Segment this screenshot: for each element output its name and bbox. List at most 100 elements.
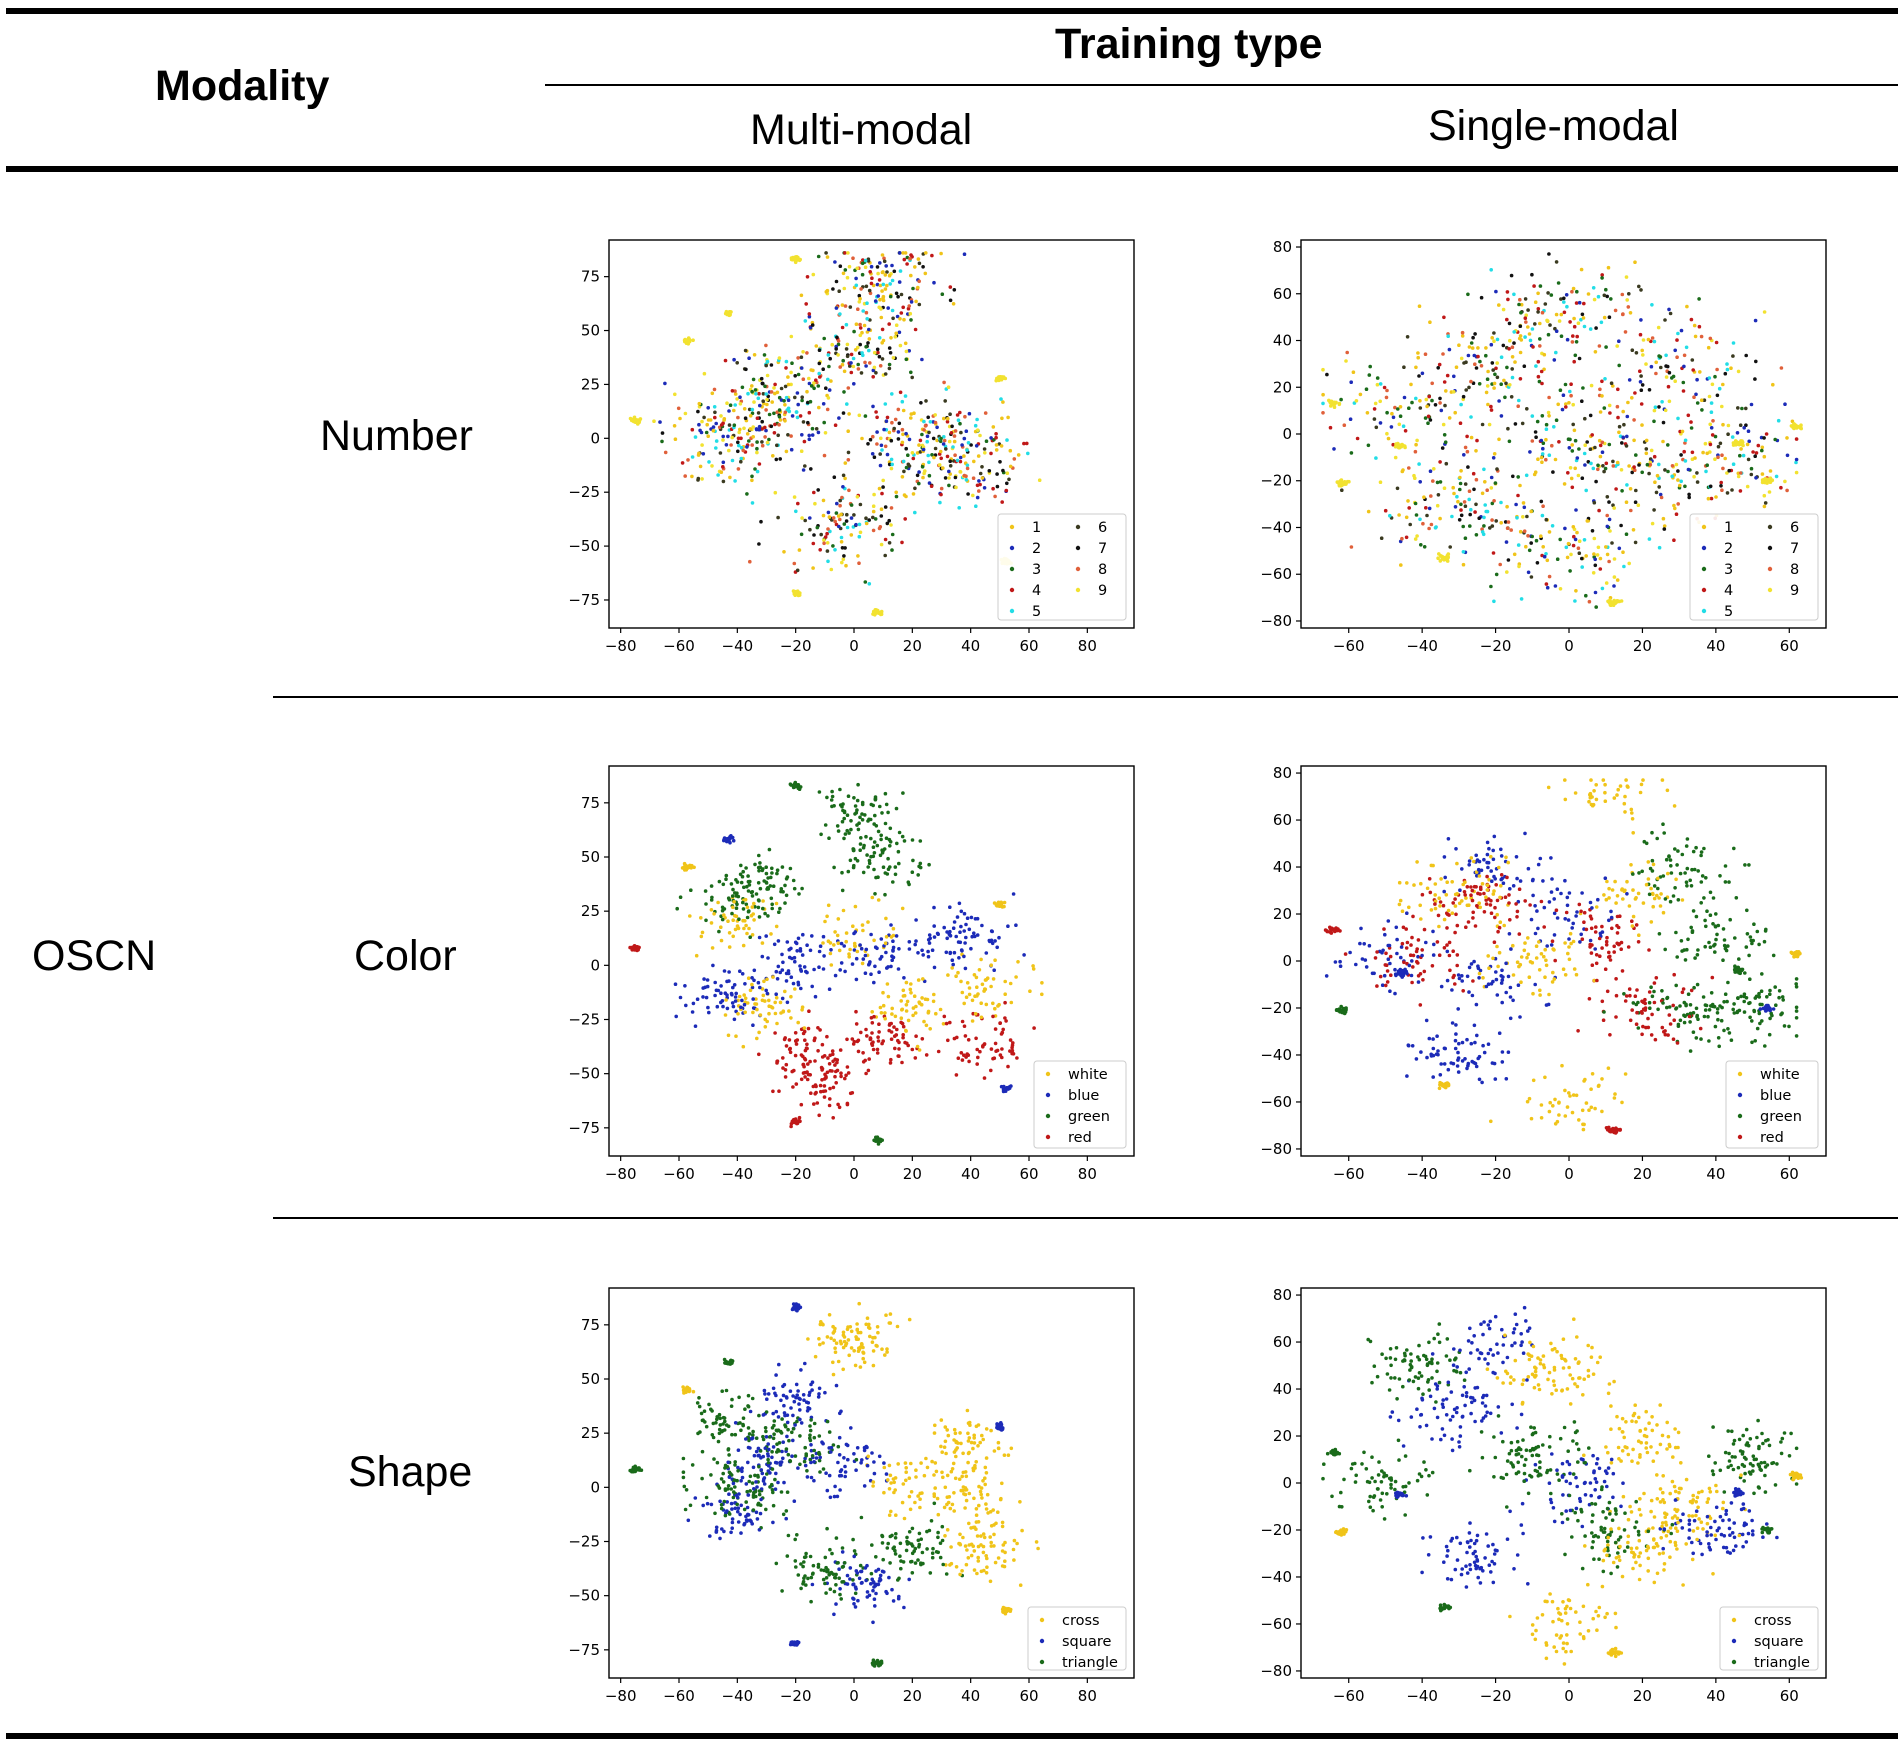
scatter-point: [1738, 489, 1743, 493]
scatter-point: [828, 1069, 833, 1073]
scatter-point: [1573, 791, 1578, 795]
scatter-point: [1439, 877, 1443, 881]
scatter-point: [928, 1027, 932, 1031]
scatter-point: [704, 430, 709, 435]
scatter-point: [777, 408, 782, 412]
scatter-point: [896, 1054, 900, 1058]
scatter-point: [1564, 910, 1569, 915]
scatter-point: [846, 429, 850, 434]
scatter-point: [717, 425, 722, 430]
scatter-point: [958, 410, 962, 415]
scatter-point: [1663, 1029, 1667, 1033]
scatter-point: [887, 518, 891, 523]
scatter-point: [875, 843, 880, 848]
scatter-point: [933, 453, 938, 457]
scatter-point: [1008, 981, 1013, 986]
scatter-point: [1696, 869, 1700, 873]
scatter-point: [1674, 1007, 1678, 1011]
scatter-point: [832, 475, 837, 480]
scatter-point: [730, 389, 735, 393]
scatter-point: [1574, 1093, 1579, 1098]
scatter-point: [1508, 338, 1512, 343]
scatter-point: [1379, 536, 1384, 540]
scatter-point: [976, 454, 981, 458]
scatter-point: [1594, 605, 1598, 609]
scatter-point: [1507, 439, 1512, 444]
scatter-point: [1777, 995, 1781, 1000]
scatter-point: [951, 302, 956, 306]
scatter-point: [1444, 389, 1448, 393]
scatter-point: [1536, 307, 1541, 311]
scatter-point: [738, 969, 742, 973]
scatter-point: [1533, 430, 1538, 434]
scatter-point: [1588, 938, 1593, 943]
scatter-point: [1603, 790, 1607, 795]
scatter-point: [1685, 866, 1690, 871]
scatter-point: [1627, 378, 1632, 382]
scatter-point: [702, 977, 706, 981]
scatter-point: [1592, 789, 1596, 793]
scatter-point: [1636, 1000, 1640, 1005]
scatter-point: [870, 276, 874, 281]
scatter-point: [1690, 450, 1695, 455]
scatter-point: [1497, 865, 1501, 870]
scatter-point: [719, 925, 723, 929]
scatter-point: [1702, 398, 1707, 403]
scatter-point: [1399, 563, 1403, 567]
scatter-point: [1570, 1110, 1575, 1115]
scatter-point: [1339, 397, 1343, 402]
scatter-point: [915, 473, 920, 478]
scatter-point: [1530, 414, 1535, 418]
scatter-point: [1422, 495, 1426, 500]
scatter-point: [1605, 524, 1610, 529]
legend-label: 9: [1790, 583, 1799, 599]
scatter-point: [838, 498, 842, 503]
scatter-point: [1474, 533, 1479, 537]
scatter-point: [1448, 545, 1452, 549]
scatter-point: [1410, 400, 1414, 405]
scatter-point: [966, 441, 971, 445]
scatter-point: [675, 906, 679, 911]
scatter-point: [922, 1019, 926, 1024]
scatter-point: [786, 382, 791, 387]
scatter-point: [847, 831, 851, 835]
scatter-point: [914, 299, 918, 304]
scatter-point: [941, 466, 945, 470]
scatter-point: [831, 287, 835, 291]
scatter-point: [1600, 276, 1604, 280]
scatter-point: [964, 1055, 968, 1059]
scatter-point: [1388, 954, 1393, 959]
scatter-point: [1668, 858, 1673, 862]
scatter-point: [1740, 406, 1744, 411]
scatter-point: [858, 326, 863, 330]
scatter-point: [812, 381, 816, 385]
scatter-point: [1510, 375, 1515, 380]
scatter-point: [1699, 1037, 1703, 1041]
scatter-point: [769, 424, 774, 429]
scatter-point: [823, 823, 828, 827]
scatter-point: [1011, 1041, 1015, 1045]
scatter-point: [1503, 895, 1508, 899]
scatter-point: [1455, 494, 1459, 499]
scatter-point: [954, 974, 958, 978]
scatter-point: [951, 445, 955, 449]
scatter-point: [876, 271, 880, 276]
x-tick-label: −40: [722, 1165, 754, 1183]
scatter-point: [1494, 977, 1499, 982]
legend-marker: [1701, 608, 1707, 614]
scatter-point: [1695, 471, 1699, 475]
scatter-point: [1402, 395, 1407, 400]
scatter-point: [842, 369, 847, 374]
scatter-point: [1647, 388, 1652, 392]
scatter-point: [924, 251, 928, 255]
scatter-point: [758, 403, 762, 408]
scatter-point: [845, 512, 849, 517]
scatter-point: [872, 938, 876, 943]
scatter-point: [1526, 570, 1531, 575]
scatter-point: [714, 439, 719, 443]
scatter-point: [833, 930, 837, 934]
scatter-point: [1426, 421, 1430, 426]
scatter-point: [825, 549, 830, 553]
scatter-point: [871, 509, 876, 514]
scatter-point: [730, 894, 735, 898]
